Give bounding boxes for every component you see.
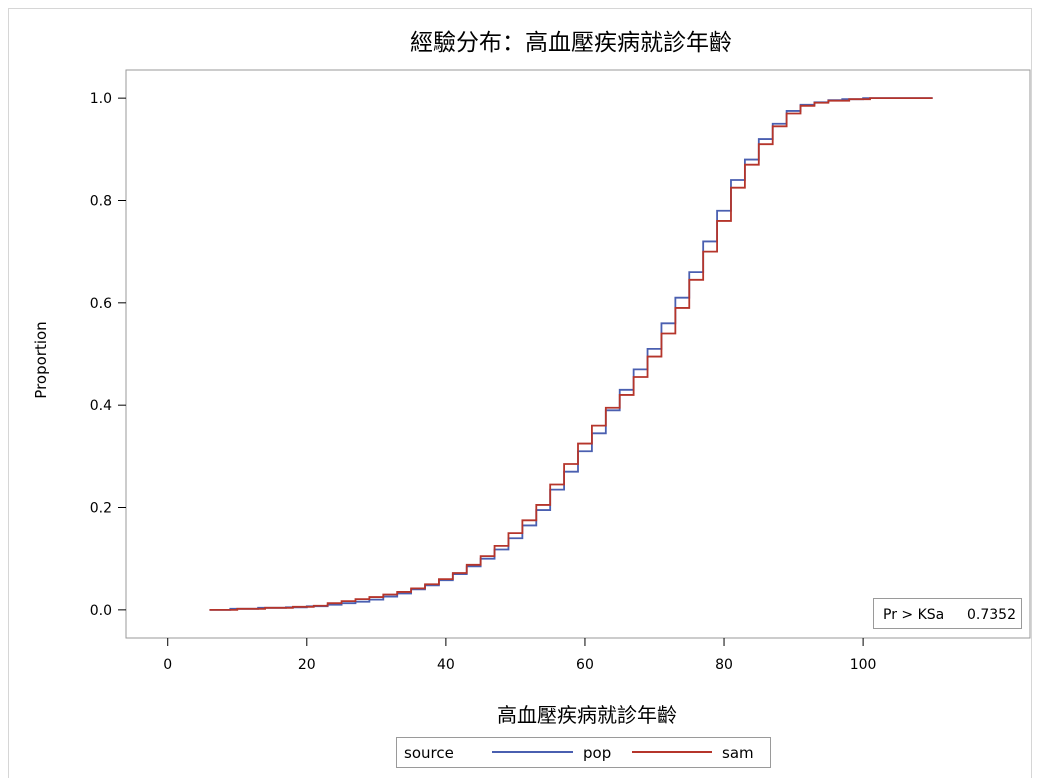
ks-stat-value: 0.7352 xyxy=(967,607,1016,623)
x-tick-label: 100 xyxy=(850,657,877,673)
y-axis-label: Proportion xyxy=(32,321,50,398)
y-tick-label: 0.2 xyxy=(90,501,112,517)
legend-title: source xyxy=(404,744,454,762)
y-tick-label: 0.0 xyxy=(90,603,112,619)
chart-title: 經驗分布：高血壓疾病就診年齡 xyxy=(410,30,732,56)
x-axis: 0 20 40 60 80 100 xyxy=(163,638,876,673)
legend: source pop sam xyxy=(396,737,771,768)
y-tick-label: 0.6 xyxy=(90,296,112,312)
y-axis: 0.0 0.2 0.4 0.6 0.8 1.0 xyxy=(90,91,126,619)
x-tick-label: 20 xyxy=(298,657,316,673)
y-tick-label: 0.8 xyxy=(90,193,112,209)
x-tick-label: 40 xyxy=(437,657,455,673)
y-tick-label: 1.0 xyxy=(90,91,112,107)
ks-stat-frame xyxy=(873,598,1022,629)
plot-area xyxy=(125,69,1031,639)
legend-label-pop: pop xyxy=(583,744,611,762)
x-tick-label: 80 xyxy=(715,657,733,673)
y-tick-label: 0.4 xyxy=(90,398,112,414)
ks-stat-label: Pr > KSa xyxy=(883,607,944,623)
ks-stat-box: Pr > KSa 0.7352 xyxy=(873,598,1022,629)
x-axis-label: 高血壓疾病就診年齡 xyxy=(497,703,677,727)
series-layer xyxy=(209,97,933,611)
legend-label-sam: sam xyxy=(722,744,754,762)
x-tick-label: 0 xyxy=(163,657,172,673)
x-tick-label: 60 xyxy=(576,657,594,673)
series-line-sam xyxy=(209,97,933,611)
